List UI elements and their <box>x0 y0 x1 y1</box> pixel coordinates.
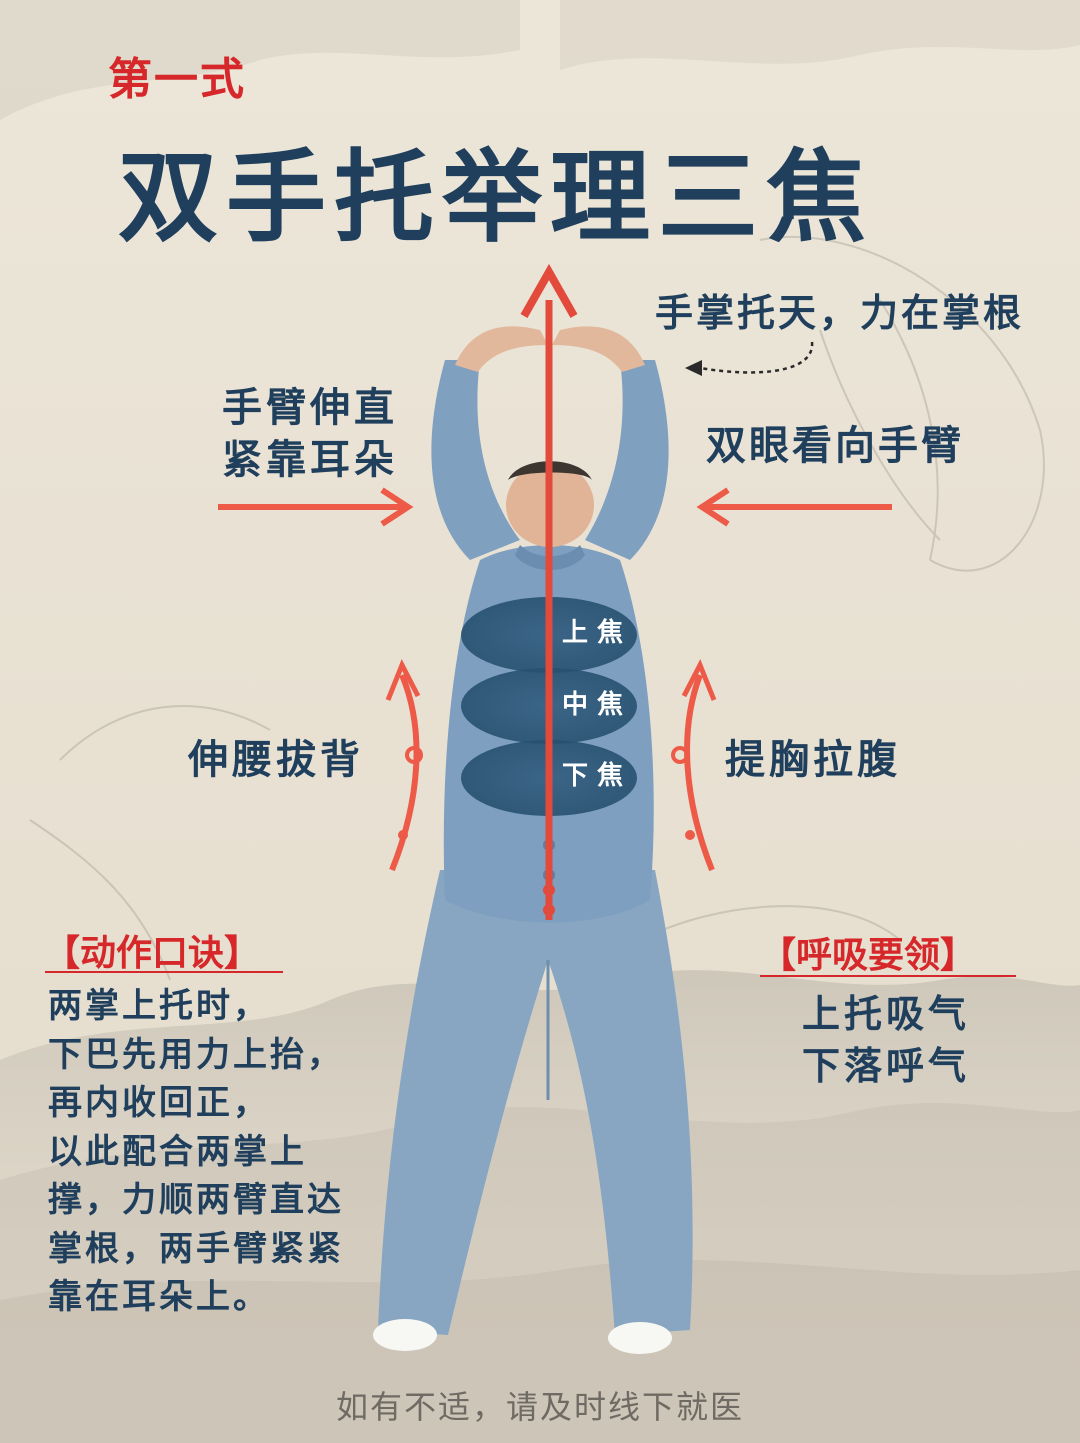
arrow-left-icon <box>696 487 892 527</box>
breathing-text: 上托吸气 下落呼气 <box>802 988 970 1092</box>
arrow-right-icon <box>218 487 414 527</box>
curved-arrow-up-icon <box>385 658 423 872</box>
pants <box>378 870 693 1335</box>
left-arm <box>431 360 520 560</box>
lower-jiao-label: 下 焦 <box>562 761 624 791</box>
arms-annotation-line-1: 手臂伸直 <box>222 384 398 431</box>
action-line: 两掌上托时， <box>48 986 270 1026</box>
arrow-up-icon <box>520 263 578 920</box>
right-shoe <box>608 1322 672 1354</box>
waist-annotation: 伸腰拔背 <box>188 736 364 783</box>
page-title: 双手托举理三焦 <box>118 138 874 256</box>
upper-jiao-label: 上 焦 <box>562 618 624 648</box>
right-hand <box>552 326 645 372</box>
action-line: 掌根，两手臂紧紧 <box>48 1228 344 1269</box>
curved-arrow-up-icon <box>671 658 717 872</box>
middle-jiao-label: 中 焦 <box>562 690 624 720</box>
arms-annotation: 手臂伸直 紧靠耳朵 <box>222 382 398 486</box>
health-disclaimer: 如有不适，请及时线下就医 <box>335 1388 744 1426</box>
action-line: 下巴先用力上抬， <box>48 1034 344 1075</box>
eyes-annotation: 双眼看向手臂 <box>706 422 964 469</box>
breathing-line: 上托吸气 <box>802 991 971 1036</box>
action-line: 撑，力顺两臂直达 <box>48 1180 344 1220</box>
action-line: 再内收回正， <box>48 1083 270 1123</box>
palm-annotation: 手掌托天，力在掌根 <box>655 290 1025 335</box>
action-heading: 【动作口诀】 <box>44 932 261 974</box>
action-line: 以此配合两掌上 <box>48 1131 307 1172</box>
breathing-line: 下落呼气 <box>802 1043 971 1088</box>
form-label: 第一式 <box>108 54 246 105</box>
chest-annotation: 提胸拉腹 <box>725 736 901 783</box>
action-line: 靠在耳朵上。 <box>48 1277 270 1317</box>
left-hand <box>455 326 548 372</box>
action-text: 两掌上托时， 下巴先用力上抬， 再内收回正， 以此配合两掌上 撑，力顺两臂直达 … <box>48 982 344 1322</box>
pointer-arrow-icon <box>685 341 814 376</box>
breathing-heading: 【呼吸要领】 <box>760 934 977 976</box>
right-arm <box>585 360 669 560</box>
arms-annotation-line-2: 紧靠耳朵 <box>222 436 398 483</box>
left-shoe <box>373 1319 437 1351</box>
